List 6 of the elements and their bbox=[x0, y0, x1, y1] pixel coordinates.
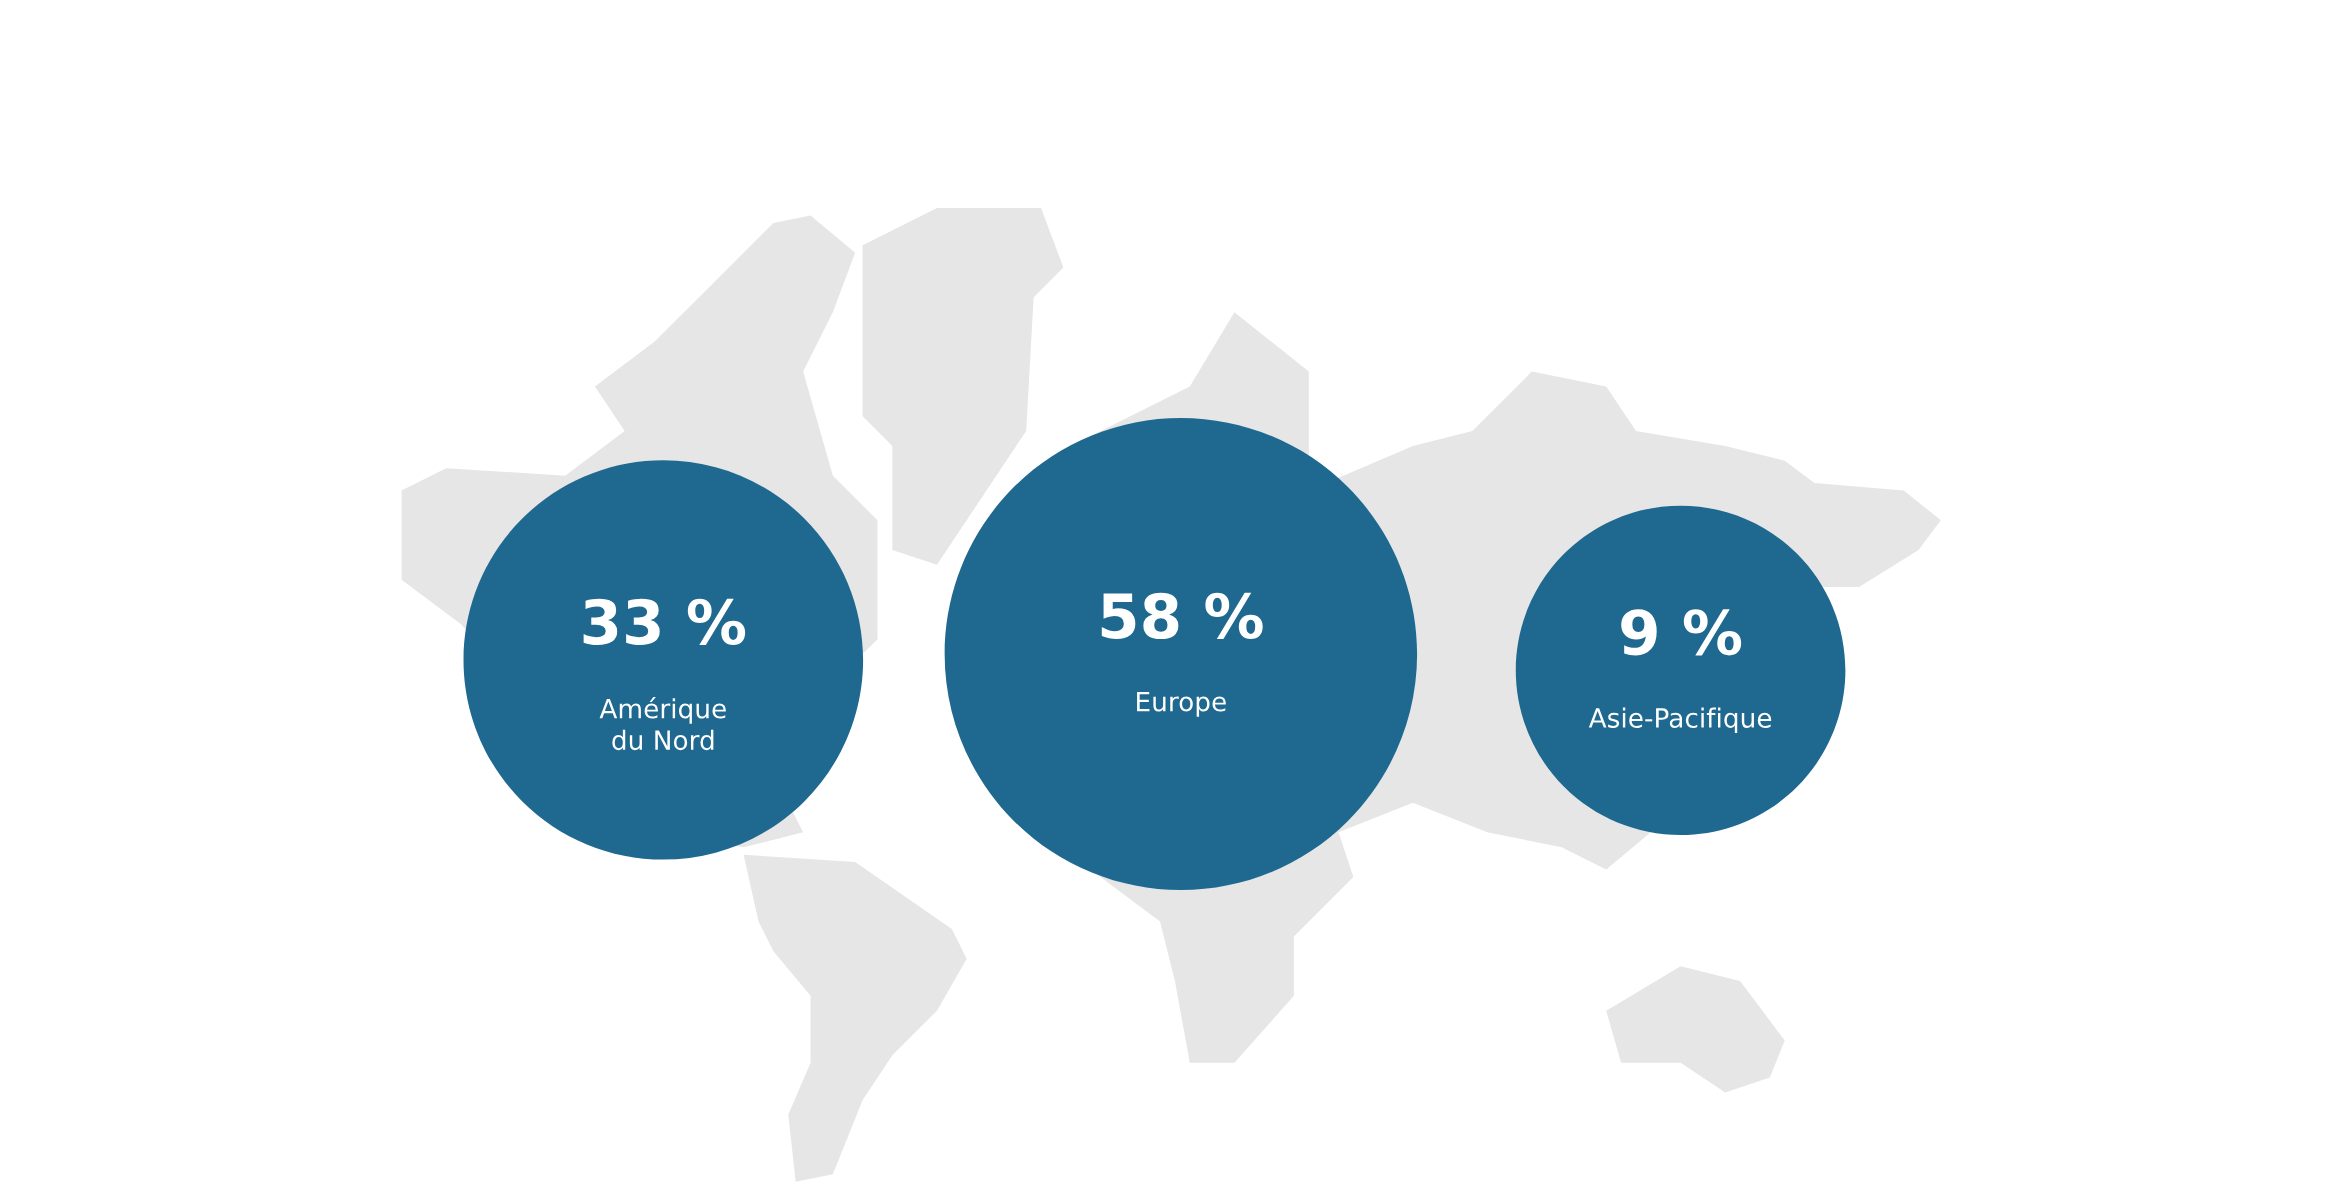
category-label: Amérique du Nord bbox=[599, 697, 726, 751]
category-label: Asie-Pacifique bbox=[1588, 707, 1772, 734]
data-label: 58 % bbox=[1101, 592, 1263, 640]
data-label: 9 % bbox=[1621, 609, 1742, 656]
category-label: Europe bbox=[1137, 691, 1226, 717]
data-label: 33 % bbox=[583, 598, 746, 645]
